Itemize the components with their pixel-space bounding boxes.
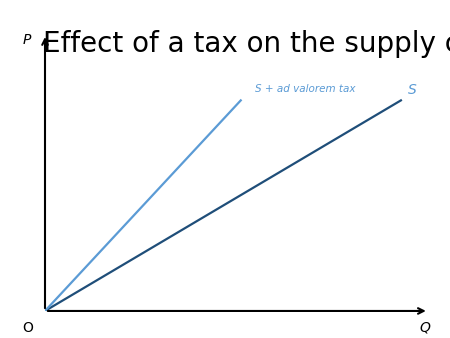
Text: S + ad valorem tax: S + ad valorem tax	[255, 84, 356, 94]
Text: Effect of a tax on the supply curve: Effect of a tax on the supply curve	[43, 30, 450, 58]
Text: O: O	[22, 320, 33, 335]
Text: S: S	[408, 83, 417, 97]
Text: P: P	[23, 33, 32, 47]
Text: Q: Q	[419, 320, 430, 335]
